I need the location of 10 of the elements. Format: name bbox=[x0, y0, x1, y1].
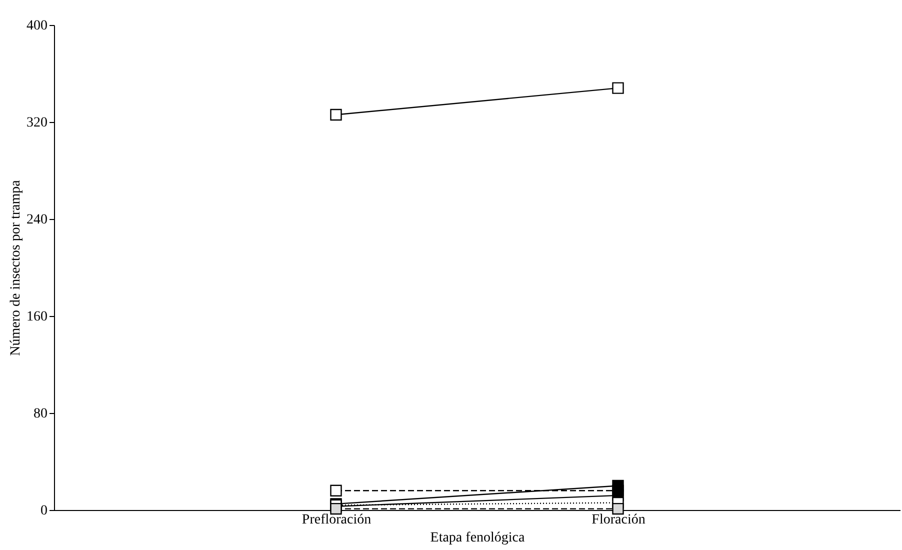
y-tick-label: 240 bbox=[26, 212, 48, 228]
x-tick-label: Prefloración bbox=[302, 512, 372, 528]
y-tick-label: 80 bbox=[34, 406, 48, 422]
y-axis-title: Número de insectos por trampa bbox=[8, 179, 24, 356]
y-tick-label: 320 bbox=[26, 116, 48, 130]
y-tick-label: 0 bbox=[40, 504, 48, 518]
y-tick-label: 160 bbox=[26, 310, 48, 324]
x-tick-label: Floración bbox=[592, 512, 646, 528]
y-tick-label: 400 bbox=[26, 18, 48, 34]
x-axis-title: Etapa fenológica bbox=[430, 530, 526, 546]
